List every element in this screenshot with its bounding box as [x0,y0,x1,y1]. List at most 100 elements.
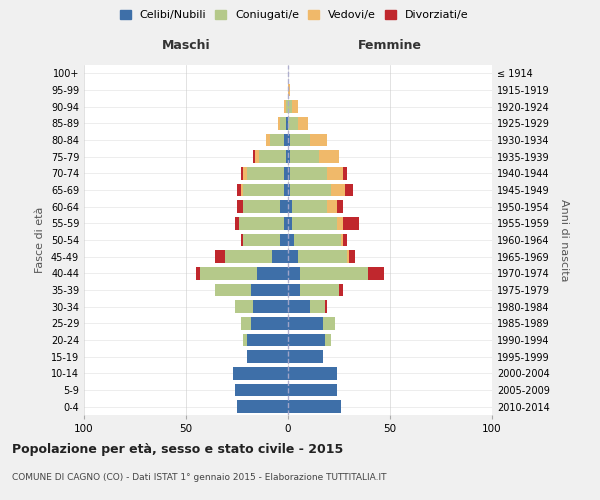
Bar [196,267,200,280]
Bar [237,184,241,196]
Bar [215,250,225,263]
Bar [288,150,290,163]
Bar [247,334,288,346]
Bar [292,217,337,230]
Bar [343,217,359,230]
Bar [288,367,337,380]
Text: Popolazione per età, sesso e stato civile - 2015: Popolazione per età, sesso e stato civil… [12,442,343,456]
Bar [288,117,298,130]
Bar [290,184,331,196]
Bar [288,300,310,313]
Bar [288,134,290,146]
Bar [278,117,280,130]
Bar [200,267,257,280]
Bar [288,84,290,96]
Bar [325,334,331,346]
Bar [253,150,256,163]
Bar [347,250,349,263]
Bar [288,334,325,346]
Bar [241,234,243,246]
Bar [298,250,347,263]
Bar [325,300,327,313]
Bar [341,234,343,246]
Bar [237,200,243,213]
Bar [280,200,288,213]
Bar [288,184,290,196]
Bar [343,234,347,246]
Bar [235,217,239,230]
Bar [284,134,288,146]
Bar [343,167,347,179]
Bar [251,317,288,330]
Bar [280,234,288,246]
Bar [288,100,292,113]
Bar [272,250,288,263]
Bar [292,100,298,113]
Bar [251,284,288,296]
Bar [288,317,323,330]
Bar [349,250,355,263]
Bar [235,300,253,313]
Bar [241,317,251,330]
Bar [247,350,288,363]
Bar [284,167,288,179]
Bar [300,267,368,280]
Bar [288,267,300,280]
Bar [215,284,251,296]
Bar [243,334,247,346]
Bar [290,150,319,163]
Y-axis label: Anni di nascita: Anni di nascita [559,198,569,281]
Bar [233,367,288,380]
Bar [284,100,286,113]
Bar [241,184,243,196]
Text: Femmine: Femmine [358,38,422,52]
Bar [290,167,327,179]
Bar [269,134,284,146]
Bar [280,117,286,130]
Bar [286,100,288,113]
Bar [241,167,243,179]
Bar [368,267,384,280]
Bar [337,217,343,230]
Bar [339,284,343,296]
Text: COMUNE DI CAGNO (CO) - Dati ISTAT 1° gennaio 2015 - Elaborazione TUTTITALIA.IT: COMUNE DI CAGNO (CO) - Dati ISTAT 1° gen… [12,472,386,482]
Bar [286,150,288,163]
Bar [284,184,288,196]
Bar [288,167,290,179]
Bar [253,300,288,313]
Bar [292,200,327,213]
Bar [257,267,288,280]
Y-axis label: Fasce di età: Fasce di età [35,207,45,273]
Bar [310,134,327,146]
Legend: Celibi/Nubili, Coniugati/e, Vedovi/e, Divorziati/e: Celibi/Nubili, Coniugati/e, Vedovi/e, Di… [115,6,473,25]
Bar [237,400,288,413]
Bar [288,284,300,296]
Bar [300,284,339,296]
Bar [294,234,341,246]
Bar [243,234,280,246]
Bar [331,184,345,196]
Text: Maschi: Maschi [161,38,211,52]
Bar [243,167,247,179]
Bar [288,384,337,396]
Bar [266,134,269,146]
Bar [235,384,288,396]
Bar [288,217,292,230]
Bar [225,250,272,263]
Bar [286,117,288,130]
Bar [288,350,323,363]
Bar [290,134,310,146]
Bar [327,167,343,179]
Bar [327,200,337,213]
Bar [288,200,292,213]
Bar [284,217,288,230]
Bar [247,167,284,179]
Bar [310,300,325,313]
Bar [256,150,259,163]
Bar [323,317,335,330]
Bar [259,150,286,163]
Bar [243,184,284,196]
Bar [243,200,280,213]
Bar [288,400,341,413]
Bar [298,117,308,130]
